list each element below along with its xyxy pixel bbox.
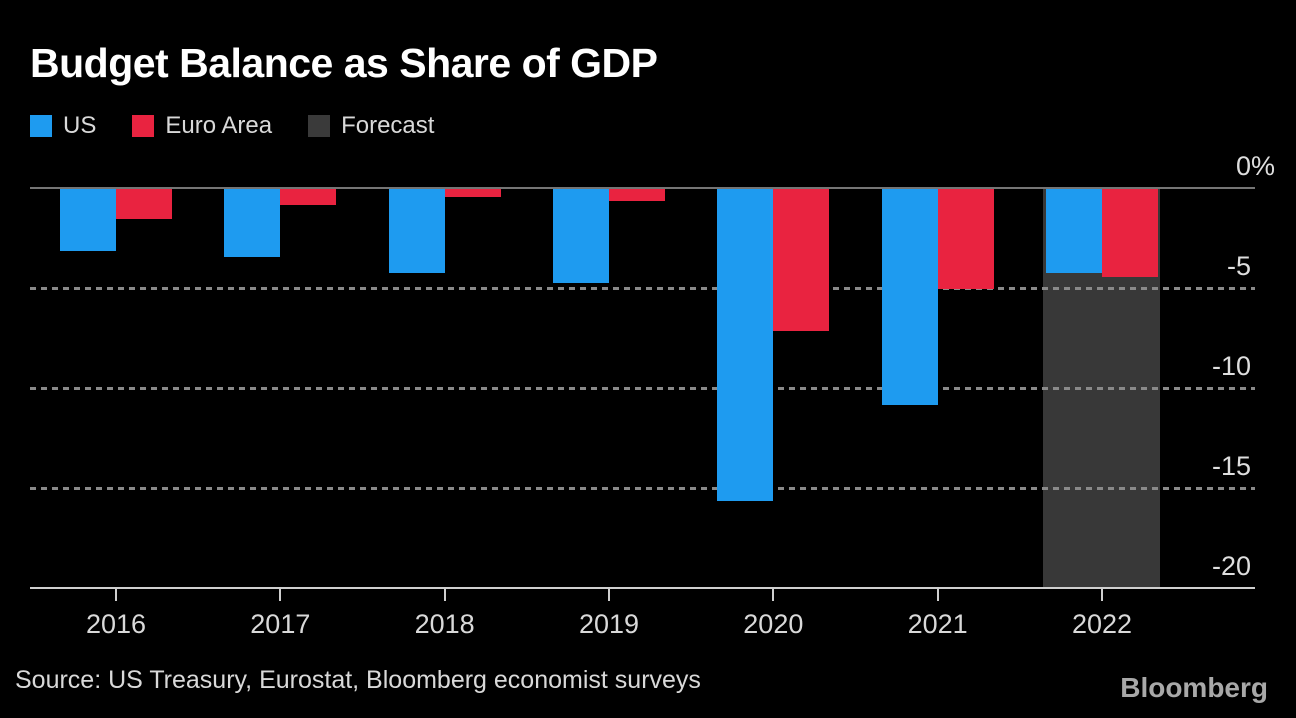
bloomberg-logo: Bloomberg <box>1120 672 1268 703</box>
bar-us-2019 <box>552 188 609 283</box>
legend-item-us: US <box>30 114 96 138</box>
gridline <box>30 387 1255 390</box>
zero-baseline <box>30 187 1255 189</box>
x-axis-tick <box>772 589 775 601</box>
bar-us-2022 <box>1045 188 1102 273</box>
bar-us-2020 <box>717 188 774 501</box>
us-legend-swatch <box>30 115 52 137</box>
y-axis-label: -15 <box>1211 450 1251 481</box>
legend-item-forecast: Forecast <box>308 114 434 138</box>
legend: US Euro Area Forecast <box>30 114 434 138</box>
y-axis-label: -20 <box>1211 550 1251 581</box>
euro-area-legend-swatch <box>132 115 155 137</box>
x-axis-label: 2020 <box>743 609 804 639</box>
x-axis-tick <box>936 589 939 601</box>
x-axis-tick <box>115 589 117 601</box>
y-axis-label: -5 <box>1226 250 1251 281</box>
forecast-legend-label: Forecast <box>341 112 435 139</box>
x-axis-line <box>30 587 1255 589</box>
bar-euro-area-2021 <box>937 188 994 289</box>
gridline <box>30 287 1255 290</box>
bar-euro-area-2016 <box>116 188 172 219</box>
euro-area-legend-label: Euro Area <box>165 112 273 139</box>
x-axis-tick <box>1100 589 1103 601</box>
bar-euro-area-2018 <box>444 188 501 197</box>
forecast-legend-swatch <box>308 115 331 137</box>
bar-euro-area-2022 <box>1101 188 1158 277</box>
bar-us-2018 <box>388 188 445 273</box>
chart-title: Budget Balance as Share of GDP <box>30 40 658 86</box>
x-axis-label: 2019 <box>578 609 640 639</box>
x-axis-tick <box>279 589 282 601</box>
bar-euro-area-2020 <box>773 188 830 331</box>
x-axis-label: 2018 <box>414 609 475 639</box>
x-axis-label: 2022 <box>1071 609 1133 639</box>
y-axis-label: -10 <box>1211 350 1251 381</box>
x-axis-label: 2017 <box>250 609 311 639</box>
bar-us-2021 <box>881 188 938 405</box>
bar-us-2016 <box>60 188 116 251</box>
bar-euro-area-2017 <box>280 188 337 205</box>
bar-euro-area-2019 <box>608 188 665 201</box>
x-axis-label: 2021 <box>907 609 968 639</box>
legend-item-euro-area: Euro Area <box>132 114 272 138</box>
bar-us-2017 <box>224 188 281 257</box>
source-note: Source: US Treasury, Eurostat, Bloomberg… <box>15 666 701 694</box>
y-axis-label: 0% <box>1235 150 1276 181</box>
us-legend-label: US <box>63 112 97 139</box>
gridline <box>30 487 1255 490</box>
percent-suffix: % <box>1251 150 1276 181</box>
x-axis-label: 2016 <box>85 609 147 639</box>
x-axis-tick <box>443 589 446 601</box>
x-axis-tick <box>607 589 610 601</box>
